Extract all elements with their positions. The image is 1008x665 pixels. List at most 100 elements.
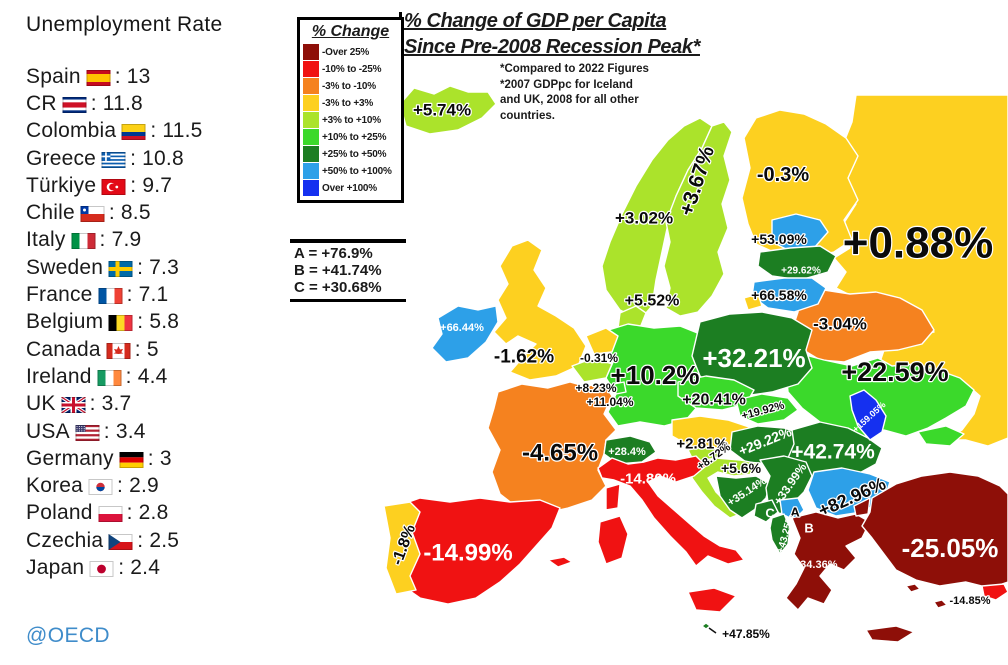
country-label-belgium: +8.23%	[575, 381, 616, 395]
unemployment-value: : 2.9	[117, 474, 159, 498]
country-label-finland: -0.3%	[757, 164, 809, 186]
country-label-greece: -34.36%	[797, 559, 838, 571]
country-name: Spain	[26, 64, 81, 88]
unemployment-value: : 7.1	[126, 283, 169, 307]
country-label-czechia: +20.41%	[682, 392, 746, 409]
unemployment-value: : 9.7	[130, 173, 173, 197]
unemployment-row-spain: Spain: 13	[26, 63, 203, 90]
country-label-ukraine: +22.59%	[841, 357, 948, 387]
country-ireland: Ireland	[431, 305, 499, 363]
unemployment-value: : 7.3	[137, 255, 179, 279]
country-moldova: Moldova	[849, 389, 887, 441]
country-ukraine: Ukraine	[917, 425, 965, 447]
legend-range-label: +50% to +100%	[322, 165, 392, 177]
country-name: Poland	[26, 501, 93, 525]
belgium-flag-icon	[108, 315, 133, 332]
country-name: Colombia	[26, 119, 117, 143]
map-footnotes: *Compared to 2022 Figures *2007 GDPpc for…	[500, 62, 650, 124]
unemployment-value: : 8.5	[108, 201, 151, 225]
country-name: Czechia	[26, 528, 104, 552]
country-croatia: Croatia	[691, 457, 761, 519]
country-greece: Greece	[905, 583, 921, 593]
unemployment-row-japan: Japan: 2.4	[26, 554, 203, 581]
poland-flag-icon	[98, 506, 123, 523]
country-label-spain: -14.99%	[423, 540, 512, 567]
legend-item: +3% to +10%	[303, 112, 398, 128]
unemployment-row-chile: Chile : 8.5	[26, 199, 203, 226]
country-italy: Italy	[597, 455, 745, 567]
country-portugal: Portugal	[383, 501, 421, 595]
unemployment-value: : 2.8	[126, 501, 169, 525]
country-romania: Romania	[787, 421, 883, 481]
legend-title: % Change	[311, 23, 390, 40]
country-estonia: Estonia	[771, 213, 829, 251]
country-name: Ireland	[26, 364, 92, 388]
country-label-poland: +32.21%	[702, 343, 805, 373]
country-name: Sweden	[26, 255, 104, 279]
map-footnote-line: and UK, 2008 for all other	[500, 94, 639, 106]
country-italy: Italy	[597, 515, 629, 565]
unemployment-value: : 5	[134, 337, 159, 361]
country-label-germany: +10.2%	[611, 360, 700, 390]
country-montenegro: Montenegro	[753, 499, 779, 523]
country-name: Canada	[26, 337, 101, 361]
country-label-denmark: +5.52%	[625, 293, 680, 310]
sweden-flag-icon	[108, 260, 133, 277]
country-label-ireland: +66.44%	[440, 322, 484, 334]
country-cyprus: Cyprus	[981, 583, 1008, 601]
country-latvia: Latvia	[757, 245, 837, 281]
country-slovakia: Slovakia	[735, 393, 799, 425]
legend-range-label: -10% to -25%	[322, 63, 382, 75]
oecd-credit: @OECD	[26, 624, 110, 647]
country-switzerland: Switzerland	[603, 435, 657, 465]
spain-flag-icon	[86, 69, 111, 86]
country-label-north_macedonia: B	[804, 521, 813, 536]
legend-items: -Over 25% -10% to -25% -3% to -10% -3% to +…	[300, 44, 401, 196]
unemployment-row-costa-rica: CR: 11.8	[26, 90, 203, 117]
unemployment-row-czechia: Czechia: 2.5	[26, 527, 203, 554]
country-label-norway: +3.02%	[615, 209, 673, 228]
unemployment-row-usa: USA: 3.4	[26, 418, 203, 445]
unemployment-panel: Unemployment Rate Spain: 13 CR: 11.8 Colom…	[26, 0, 291, 579]
country-spain: Spain	[547, 556, 573, 568]
map-footnote-line: *2007 GDPpc for Iceland	[500, 78, 633, 91]
legend-color-swatch	[303, 163, 319, 179]
country-label-italy: -14.80%	[620, 471, 676, 488]
map-title-line1: % Change of GDP per Capita	[404, 10, 667, 32]
legend-range-label: +25% to +50%	[322, 148, 387, 160]
legend-color-swatch	[303, 146, 319, 162]
country-label-netherlands: -0.31%	[580, 351, 618, 365]
country-turkiye: Türkiye	[861, 471, 1008, 589]
country-turkiye: Türkiye	[853, 497, 871, 517]
map-footnote-line: countries.	[500, 109, 555, 122]
ireland-flag-icon	[97, 369, 122, 386]
legend-range-label: -Over 25%	[322, 46, 370, 58]
map-title-line2: Since Pre-2008 Recession Peak*	[404, 36, 700, 58]
country-label-luxembourg: +11.04%	[586, 395, 633, 409]
country-ukraine: Ukraine	[785, 351, 975, 439]
country-label-france: -4.65%	[522, 440, 598, 467]
country-greece: Greece	[865, 625, 915, 643]
unemployment-value: : 3.7	[89, 392, 132, 416]
unemployment-row-poland: Poland : 2.8	[26, 500, 203, 527]
country-france: France	[487, 381, 617, 515]
legend-color-swatch	[303, 95, 319, 111]
legend-color-swatch	[303, 129, 319, 145]
country-name: Greece	[26, 146, 97, 170]
country-name: Chile	[26, 201, 75, 225]
unemployment-row-canada: Canada : 5	[26, 336, 203, 363]
unemployment-value: : 7.9	[99, 228, 142, 252]
country-label-russia: +0.88%	[843, 219, 993, 268]
legend-color-swatch	[303, 112, 319, 128]
country-label-croatia: +5.6%	[721, 460, 762, 476]
legend-range-label: -3% to +3%	[322, 97, 374, 109]
unemployment-row-south-korea: Korea: 2.9	[26, 472, 203, 499]
legend-abc-line-b: B = +41.74%	[294, 262, 382, 279]
legend-item: -Over 25%	[303, 44, 398, 60]
legend-abc-notes: A = +76.9% B = +41.74% C = +30.68%	[290, 239, 406, 302]
chile-flag-icon	[80, 206, 105, 223]
country-label-romania: +42.74%	[791, 441, 875, 464]
country-label-austria: +2.81%	[676, 436, 727, 453]
italy-flag-icon	[71, 233, 96, 250]
colombia-flag-icon	[121, 124, 146, 141]
